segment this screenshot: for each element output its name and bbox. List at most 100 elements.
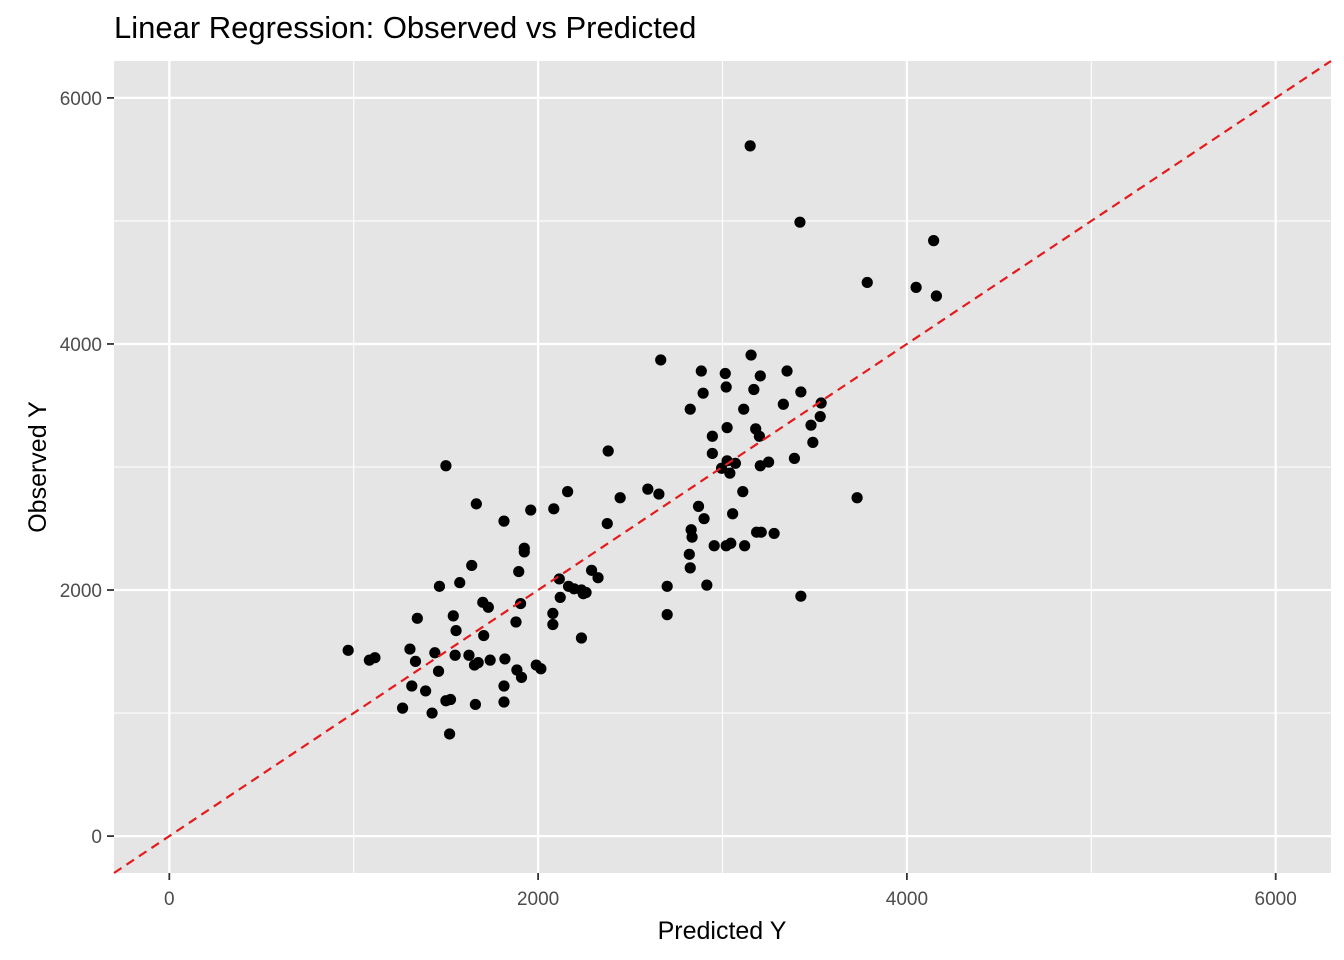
data-point (795, 590, 807, 602)
data-point (369, 652, 381, 664)
data-point (928, 235, 940, 247)
data-point (781, 365, 793, 377)
data-point (440, 460, 452, 472)
data-point (706, 447, 718, 460)
data-point (739, 540, 751, 552)
y-axis-label: Observed Y (24, 401, 52, 533)
data-point (753, 430, 765, 442)
data-point (404, 643, 416, 655)
data-point (614, 492, 626, 504)
x-tick-label: 6000 (1255, 889, 1297, 910)
x-tick-label: 2000 (517, 889, 559, 910)
data-point (684, 403, 696, 415)
data-point (655, 354, 667, 366)
data-point (754, 370, 766, 382)
data-point (725, 537, 737, 549)
data-point (814, 410, 826, 423)
y-axis-ticks: 0 2000 4000 6000 (60, 89, 114, 848)
data-point (498, 696, 510, 708)
data-point (807, 436, 819, 448)
data-point (499, 653, 511, 665)
data-point (548, 503, 560, 515)
data-point (727, 508, 739, 520)
data-point (450, 625, 462, 637)
data-point (695, 365, 707, 377)
data-point (777, 398, 789, 410)
data-point (910, 281, 922, 293)
data-point (466, 559, 478, 572)
data-point (342, 644, 354, 656)
data-point (851, 492, 863, 504)
data-point (484, 654, 496, 666)
x-axis-label: Predicted Y (658, 917, 787, 945)
data-point (553, 573, 565, 585)
data-point (642, 483, 654, 495)
data-point (515, 671, 528, 683)
y-tick-label: 0 (91, 827, 102, 848)
data-point (602, 445, 614, 457)
data-point (754, 460, 766, 472)
data-point (788, 452, 801, 464)
data-point (701, 579, 713, 591)
data-point (406, 680, 418, 692)
data-point (729, 457, 742, 469)
data-point (755, 526, 767, 538)
y-tick-label: 4000 (60, 335, 102, 356)
data-point (815, 397, 827, 409)
data-point (525, 504, 537, 516)
data-point (429, 647, 441, 659)
data-point (686, 531, 698, 543)
data-point (514, 597, 527, 610)
data-point (744, 140, 756, 152)
data-point (470, 498, 482, 510)
data-point (469, 698, 482, 711)
data-point (498, 515, 510, 527)
data-point (432, 665, 445, 677)
data-point (697, 387, 709, 399)
data-point (433, 580, 446, 592)
data-point (601, 517, 613, 530)
data-point (794, 216, 806, 228)
data-point (426, 707, 438, 719)
data-point (585, 564, 598, 576)
data-point (592, 572, 604, 584)
data-point (661, 580, 673, 592)
y-tick-label: 2000 (60, 581, 102, 602)
data-point (498, 680, 510, 692)
data-points (342, 140, 942, 740)
y-tick-label: 6000 (60, 89, 102, 110)
data-point (449, 649, 461, 661)
data-point (653, 488, 665, 500)
data-point (795, 386, 807, 398)
data-point (698, 513, 710, 525)
data-point (724, 467, 736, 479)
data-point (513, 565, 525, 578)
identity-reference-line (113, 60, 1332, 874)
data-point (692, 500, 705, 512)
data-point (719, 367, 731, 380)
data-point (409, 655, 422, 667)
x-tick-label: 0 (164, 889, 175, 910)
data-point (518, 546, 530, 558)
data-point (447, 610, 459, 622)
data-point (510, 616, 522, 628)
data-point (684, 562, 696, 574)
data-point (547, 618, 559, 631)
data-point (482, 601, 494, 613)
data-point (440, 695, 452, 707)
data-point (562, 486, 574, 498)
data-point (454, 577, 466, 589)
data-point (575, 632, 588, 644)
data-point (715, 462, 728, 474)
data-point (708, 540, 720, 552)
data-point (396, 702, 409, 714)
data-point (547, 607, 559, 620)
major-gridlines (114, 61, 1331, 873)
chart-title: Linear Regression: Observed vs Predicted (114, 10, 696, 45)
data-point (745, 349, 757, 361)
data-point (554, 591, 566, 604)
data-point (805, 419, 817, 431)
data-point (580, 586, 592, 599)
data-point (443, 728, 456, 740)
